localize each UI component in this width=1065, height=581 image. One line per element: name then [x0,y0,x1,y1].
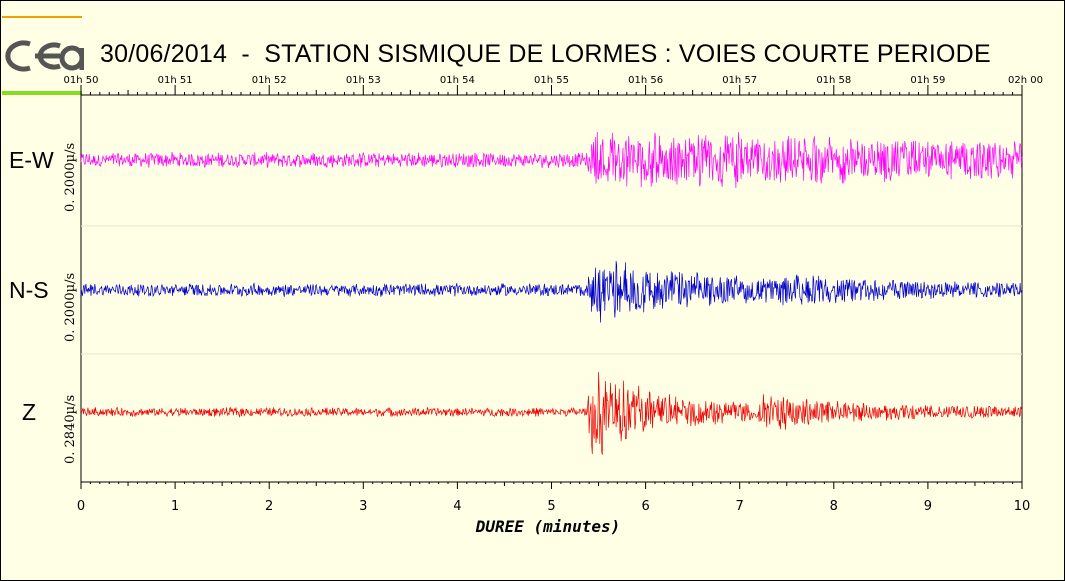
axes-group [80,85,1023,489]
top-axis-tick-label: 01h 56 [628,75,663,86]
top-axis-tick-label: 01h 57 [722,75,757,86]
labels-group: 01h 50 01h 51 01h 52 01h 53 01h 54 01h 55 01h … [9,75,1043,536]
channel-label-e-w: E-W [9,147,54,173]
channel-label-z: Z [22,399,36,425]
chart-title: 30/06/2014 - STATION SISMIQUE DE LORMES … [100,40,991,68]
scale-label-n-s: 0. 2000µ/s [63,273,78,342]
x-tick-label: 6 [641,499,649,514]
logo-bottom-bar [2,91,82,95]
top-axis-tick-label: 01h 55 [534,75,569,86]
trace-n-s [80,260,1023,323]
x-tick-label: 1 [171,499,179,514]
x-tick-label: 4 [453,499,461,514]
top-axis-tick-label: 02h 00 [1008,75,1043,86]
top-axis-tick-label: 01h 51 [158,75,193,86]
top-axis-tick-label: 01h 52 [252,75,287,86]
x-tick-label: 5 [547,499,555,514]
trace-e-w [80,131,1023,189]
x-tick-label: 2 [265,499,273,514]
cea-logo [5,40,84,72]
logo-top-bar [2,16,82,18]
x-tick-label: 8 [830,499,838,514]
top-axis-tick-label: 01h 53 [346,75,381,86]
scale-label-z: 0. 2840µ/s [63,395,78,464]
scale-label-e-w: 0. 2000µ/s [63,143,78,212]
x-tick-label: 10 [1014,499,1031,514]
channel-label-n-s: N-S [9,277,49,303]
x-axis-label: DUREE (minutes) [475,517,621,536]
x-tick-label: 7 [736,499,744,514]
top-axis-tick-label: 01h 54 [440,75,475,86]
top-axis-tick-label: 01h 50 [64,75,99,86]
trace-z [80,371,1023,455]
x-tick-label: 9 [924,499,932,514]
traces-group [80,131,1023,455]
x-tick-label: 3 [359,499,367,514]
top-axis-tick-label: 01h 58 [816,75,851,86]
top-axis-tick-label: 01h 59 [910,75,945,86]
x-tick-label: 0 [77,499,85,514]
